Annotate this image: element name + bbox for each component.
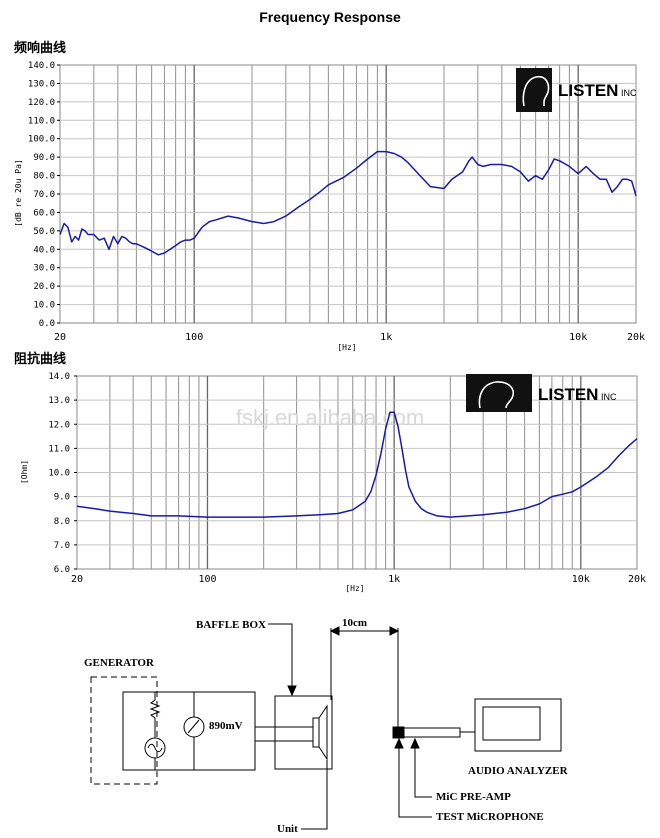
microphone-body <box>403 727 461 738</box>
series-layer <box>59 150 637 256</box>
analyzer-screen <box>482 706 541 741</box>
distance-label: 10cm <box>342 617 367 629</box>
logo-mark <box>516 68 552 112</box>
y-tick-label: 140.0 <box>28 61 55 71</box>
baffle-box-label: BAFFLE BOX <box>196 619 266 631</box>
y-axis-label: [Ohm] <box>20 460 29 484</box>
x-tick-label: 10k <box>572 574 590 585</box>
x-tick-label: 100 <box>185 332 203 343</box>
y-tick-label: 40.0 <box>33 245 55 255</box>
audio-analyzer-label: AUDIO ANALYZER <box>468 765 569 777</box>
y-tick-label: 13.0 <box>48 396 70 406</box>
y-tick-label: 10.0 <box>48 469 70 479</box>
listen-logo: LISTEN INC <box>516 68 637 112</box>
mic-leader <box>398 740 432 818</box>
x-axis-label: [Hz] <box>337 343 356 352</box>
y-tick-label: 30.0 <box>33 264 55 274</box>
measurement-setup-diagram: GENERATOR 890mV BAFFLE BOX Unit 10cm <box>84 617 569 835</box>
y-tick-label: 110.0 <box>28 116 55 126</box>
series-layer <box>76 411 638 518</box>
page-title: Frequency Response <box>259 9 401 25</box>
x-tick-label: 1k <box>380 332 392 343</box>
voltage-label: 890mV <box>209 720 243 732</box>
x-axis-ticks: 20 100 1k 10k 20k <box>54 332 645 343</box>
logo-inc: INC <box>621 88 637 98</box>
y-tick-label: 8.0 <box>54 517 70 527</box>
logo-inc: INC <box>601 392 617 402</box>
distance-arrowhead-left <box>329 626 340 636</box>
y-tick-label: 14.0 <box>48 372 70 382</box>
x-tick-label: 20 <box>54 332 66 343</box>
y-tick-label: 11.0 <box>48 444 70 454</box>
generator-label: GENERATOR <box>84 657 155 669</box>
listen-logo: LISTEN INC <box>466 374 617 412</box>
y-tick-label: 10.0 <box>33 301 55 311</box>
preamp-leader <box>414 740 432 798</box>
circuit-loop <box>122 691 256 771</box>
chart-grid <box>59 64 637 324</box>
y-axis-label: [dB re 20u Pa] <box>14 159 23 226</box>
y-tick-label: 120.0 <box>28 98 55 108</box>
voltmeter-icon <box>183 716 205 738</box>
generator-box <box>90 676 158 785</box>
microphone-capsule <box>392 726 405 739</box>
x-tick-label: 100 <box>198 574 216 585</box>
x-axis-label: [Hz] <box>345 584 364 593</box>
x-tick-label: 10k <box>569 332 587 343</box>
y-tick-label: 12.0 <box>48 420 70 430</box>
preamp-arrowhead <box>410 737 420 749</box>
y-tick-label: 6.0 <box>54 565 70 575</box>
x-axis-ticks: 20 100 1k 10k 20k <box>71 574 646 585</box>
x-tick-label: 20 <box>71 574 83 585</box>
y-tick-label: 0.0 <box>39 319 55 329</box>
head-icon <box>522 75 550 107</box>
y-tick-label: 7.0 <box>54 541 70 551</box>
y-tick-label: 9.0 <box>54 493 70 503</box>
y-tick-label: 80.0 <box>33 172 55 182</box>
audio-analyzer <box>474 698 562 752</box>
impedance-chart: 阻抗曲线 6.0 7.0 8.0 9.0 10.0 11.0 12.0 13.0 14.0 20… <box>14 351 646 593</box>
mic-preamp-label: MiC PRE-AMP <box>436 791 511 803</box>
mic-arrowhead <box>394 737 404 749</box>
x-tick-label: 1k <box>388 574 400 585</box>
chart-title: 阻抗曲线 <box>14 351 66 367</box>
watermark-text: fskj.en.alibaba.com <box>236 405 424 430</box>
frequency-response-chart: 频响曲线 0.0 10.0 20.0 30.0 40.0 50.0 60.0 70.0 80.0… <box>14 40 645 352</box>
y-axis-ticks: 6.0 7.0 8.0 9.0 10.0 11.0 12.0 13.0 14.0 <box>48 372 77 575</box>
logo-text: LISTEN <box>558 81 618 100</box>
x-tick-label: 20k <box>628 574 646 585</box>
distance-arrowhead-right <box>389 626 400 636</box>
speaker-unit <box>312 717 320 748</box>
y-tick-label: 20.0 <box>33 282 55 292</box>
baffle-arrowhead <box>287 685 297 697</box>
sine-icon <box>147 743 163 753</box>
series-line <box>76 411 638 518</box>
head-icon <box>478 381 514 409</box>
resistor-icon <box>149 692 161 738</box>
y-tick-label: 90.0 <box>33 153 55 163</box>
y-axis-ticks: 0.0 10.0 20.0 30.0 40.0 50.0 60.0 70.0 80.0 90.0 1… <box>28 61 60 329</box>
logo-mark <box>466 374 532 412</box>
y-tick-label: 70.0 <box>33 190 55 200</box>
y-tick-label: 60.0 <box>33 208 55 218</box>
x-tick-label: 20k <box>627 332 645 343</box>
chart-title: 频响曲线 <box>14 40 66 56</box>
unit-leader <box>301 760 328 830</box>
voltmeter-needle <box>187 719 200 734</box>
y-tick-label: 100.0 <box>28 135 55 145</box>
baffle-box <box>274 695 333 770</box>
test-microphone-label: TEST MiCROPHONE <box>436 811 544 823</box>
series-line <box>59 150 637 256</box>
unit-label: Unit <box>277 823 298 835</box>
speaker-cone <box>318 704 328 761</box>
y-tick-label: 130.0 <box>28 79 55 89</box>
logo-text: LISTEN <box>538 385 598 404</box>
y-tick-label: 50.0 <box>33 227 55 237</box>
baffle-box-leader <box>268 623 293 690</box>
